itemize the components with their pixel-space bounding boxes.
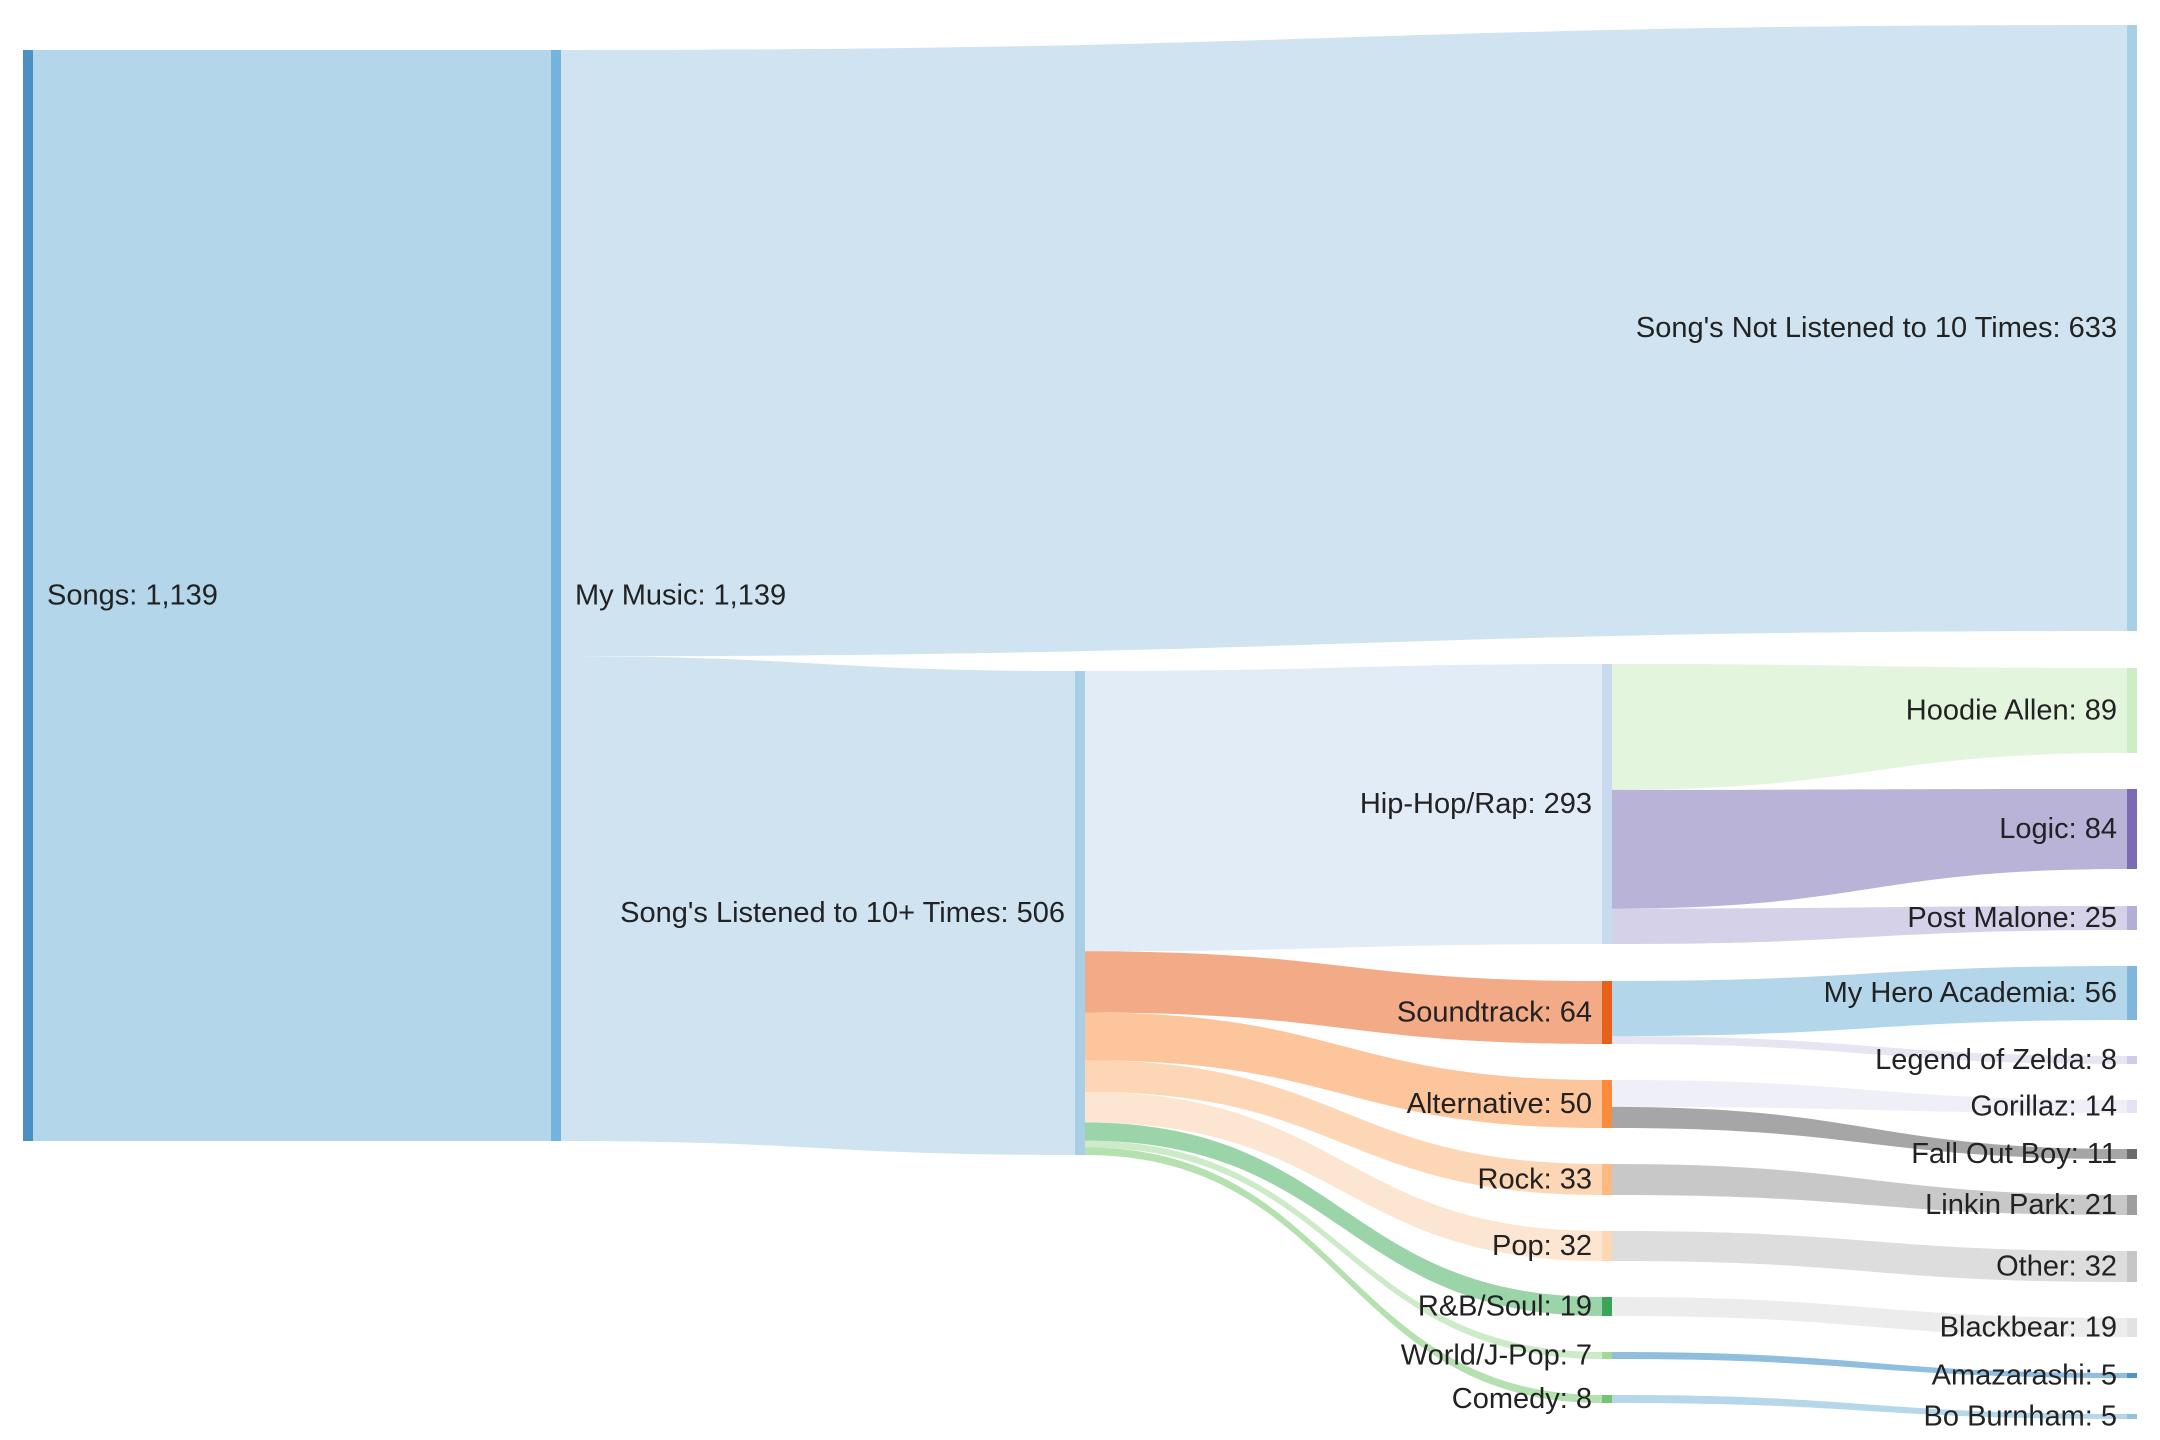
sankey-link-hiphop-to-postmalone[interactable]	[1612, 906, 2127, 944]
sankey-node-world[interactable]	[1602, 1352, 1612, 1359]
sankey-link-listened-to-world[interactable]	[1085, 1140, 1602, 1359]
sankey-link-listened-to-alternative[interactable]	[1085, 1012, 1602, 1128]
sankey-node-blackbear[interactable]	[2127, 1318, 2137, 1337]
sankey-node-zelda[interactable]	[2127, 1056, 2137, 1064]
sankey-link-pop-to-other[interactable]	[1612, 1231, 2127, 1282]
sankey-link-rnb-to-blackbear[interactable]	[1612, 1297, 2127, 1337]
sankey-link-alternative-to-falloutboy[interactable]	[1612, 1106, 2127, 1159]
sankey-node-label-mha: My Hero Academia: 56	[1824, 977, 2117, 1009]
sankey-node-gorillaz[interactable]	[2127, 1100, 2137, 1113]
sankey-link-comedy-to-boburnham[interactable]	[1612, 1395, 2127, 1419]
sankey-node-label-gorillaz: Gorillaz: 14	[1970, 1091, 2117, 1123]
sankey-link-listened-to-rnb[interactable]	[1085, 1122, 1602, 1316]
sankey-link-listened-to-comedy[interactable]	[1085, 1147, 1602, 1403]
sankey-node-listened[interactable]	[1075, 671, 1085, 1155]
sankey-node-label-world: World/J-Pop: 7	[1401, 1340, 1592, 1372]
sankey-link-hiphop-to-hoodie[interactable]	[1612, 664, 2127, 790]
sankey-node-label-comedy: Comedy: 8	[1452, 1383, 1592, 1415]
sankey-node-label-alternative: Alternative: 50	[1407, 1088, 1592, 1120]
sankey-node-songs[interactable]	[23, 50, 33, 1141]
sankey-link-hiphop-to-logic[interactable]	[1612, 789, 2127, 909]
sankey-link-soundtrack-to-mha[interactable]	[1612, 966, 2127, 1037]
sankey-node-label-songs: Songs: 1,139	[47, 580, 218, 612]
sankey-node-hoodie[interactable]	[2127, 668, 2137, 753]
sankey-node-label-boburnham: Bo Burnham: 5	[1924, 1401, 2117, 1433]
sankey-node-label-other: Other: 32	[1996, 1251, 2117, 1283]
sankey-node-postmalone[interactable]	[2127, 906, 2137, 930]
sankey-link-alternative-to-gorillaz[interactable]	[1612, 1080, 2127, 1113]
sankey-node-logic[interactable]	[2127, 789, 2137, 869]
sankey-node-falloutboy[interactable]	[2127, 1149, 2137, 1159]
sankey-link-world-to-amazarashi[interactable]	[1612, 1352, 2127, 1378]
sankey-node-rock[interactable]	[1602, 1164, 1612, 1195]
sankey-node-label-blackbear: Blackbear: 19	[1940, 1312, 2117, 1344]
sankey-node-label-falloutboy: Fall Out Boy: 11	[1911, 1138, 2117, 1170]
sankey-node-label-logic: Logic: 84	[1999, 813, 2117, 845]
sankey-link-listened-to-rock[interactable]	[1085, 1060, 1602, 1195]
sankey-node-label-postmalone: Post Malone: 25	[1907, 902, 2117, 934]
sankey-node-label-rock: Rock: 33	[1478, 1164, 1592, 1196]
sankey-link-listened-to-pop[interactable]	[1085, 1091, 1602, 1261]
sankey-node-label-zelda: Legend of Zelda: 8	[1875, 1044, 2117, 1076]
sankey-node-label-rnb: R&B/Soul: 19	[1418, 1291, 1592, 1323]
sankey-node-label-not_listened: Song's Not Listened to 10 Times: 633	[1636, 312, 2117, 344]
sankey-labels: Songs: 1,139 My Music: 1,139 Song's Not Li…	[47, 312, 2117, 1433]
sankey-node-label-hoodie: Hoodie Allen: 89	[1906, 695, 2117, 727]
sankey-links	[33, 25, 2127, 1419]
sankey-link-songs-to-my_music[interactable]	[33, 50, 551, 1141]
sankey-node-comedy[interactable]	[1602, 1395, 1612, 1403]
sankey-link-listened-to-soundtrack[interactable]	[1085, 951, 1602, 1044]
sankey-node-label-pop: Pop: 32	[1492, 1230, 1592, 1262]
sankey-node-label-hiphop: Hip-Hop/Rap: 293	[1360, 788, 1592, 820]
sankey-node-not_listened[interactable]	[2127, 25, 2137, 631]
sankey-node-label-amazarashi: Amazarashi: 5	[1932, 1360, 2117, 1392]
sankey-node-alternative[interactable]	[1602, 1080, 1612, 1128]
sankey-node-label-listened: Song's Listened to 10+ Times: 506	[620, 897, 1065, 929]
sankey-node-boburnham[interactable]	[2127, 1414, 2137, 1419]
sankey-node-mha[interactable]	[2127, 966, 2137, 1020]
sankey-node-other[interactable]	[2127, 1251, 2137, 1282]
sankey-node-label-linkinpark: Linkin Park: 21	[1925, 1189, 2117, 1221]
sankey-node-linkinpark[interactable]	[2127, 1195, 2137, 1215]
sankey-link-listened-to-hiphop[interactable]	[1085, 664, 1602, 952]
sankey-link-soundtrack-to-zelda[interactable]	[1612, 1036, 2127, 1064]
sankey-link-my_music-to-listened[interactable]	[561, 656, 1075, 1155]
sankey-node-label-soundtrack: Soundtrack: 64	[1397, 997, 1592, 1029]
sankey-link-rock-to-linkinpark[interactable]	[1612, 1164, 2127, 1215]
sankey-nodes	[23, 25, 2137, 1419]
sankey-node-pop[interactable]	[1602, 1231, 1612, 1261]
sankey-node-label-my_music: My Music: 1,139	[575, 580, 786, 612]
sankey-node-hiphop[interactable]	[1602, 664, 1612, 944]
sankey-node-my_music[interactable]	[551, 50, 561, 1141]
sankey-link-my_music-to-not_listened[interactable]	[561, 25, 2127, 657]
sankey-node-soundtrack[interactable]	[1602, 981, 1612, 1044]
sankey-node-amazarashi[interactable]	[2127, 1373, 2137, 1378]
sankey-node-rnb[interactable]	[1602, 1297, 1612, 1316]
